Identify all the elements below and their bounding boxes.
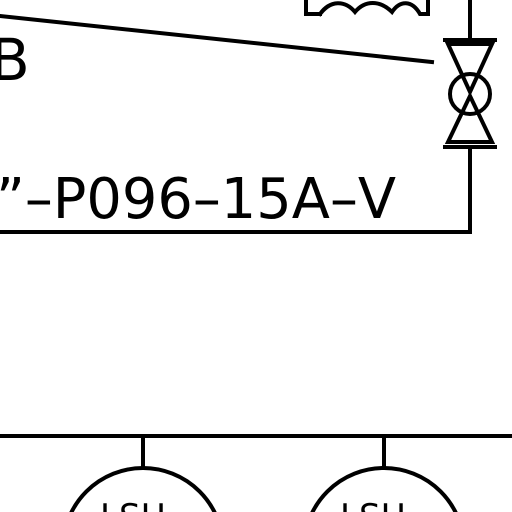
instrument-tag-left: LSH xyxy=(100,497,166,512)
instrument-tag-right: LSH xyxy=(340,497,406,512)
cropped-equipment-symbol xyxy=(304,0,430,17)
corner-text-fragment: B xyxy=(0,26,30,94)
instrument-bubble-left: LSH xyxy=(69,466,217,512)
instrument-bubble-right: LSH xyxy=(310,466,458,512)
line-number-label: ”–P096–15A–V xyxy=(0,167,396,232)
valve-symbol xyxy=(443,38,497,149)
leader-line xyxy=(0,13,435,65)
